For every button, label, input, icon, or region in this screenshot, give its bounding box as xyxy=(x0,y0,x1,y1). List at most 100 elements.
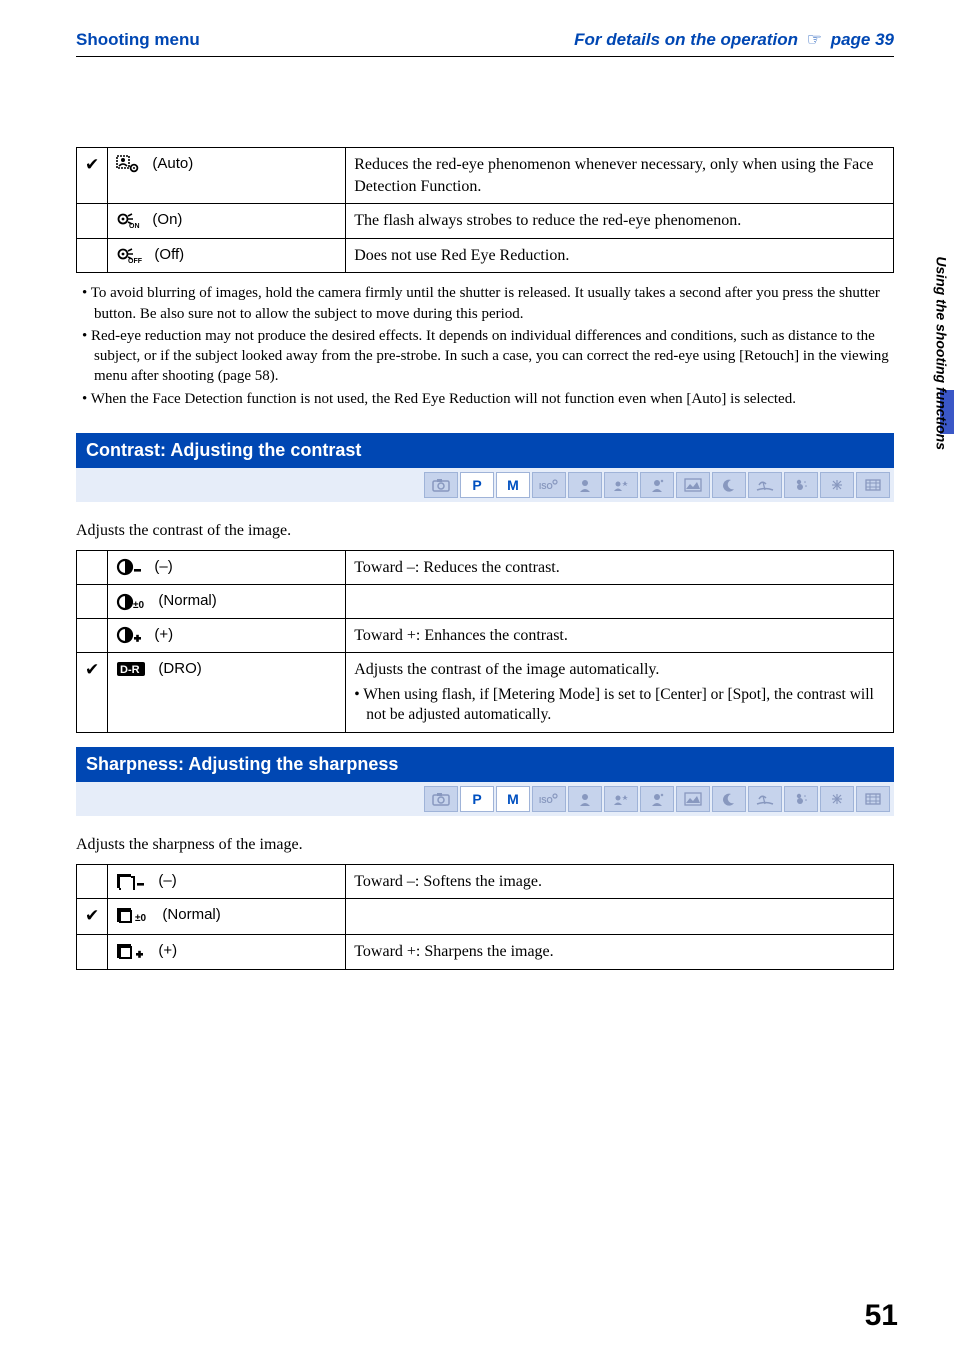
contrast-intro: Adjusts the contrast of the image. xyxy=(76,522,894,540)
mode-snow-icon xyxy=(784,786,818,812)
option-label: (Normal) xyxy=(162,906,220,923)
redeye-table: ✔ (Auto) Reduces the red-eye phenomenon … xyxy=(76,147,894,273)
contrast-section: Contrast: Adjusting the contrast P M ISO xyxy=(76,433,894,502)
sharpness-intro: Adjusts the sharpness of the image. xyxy=(76,836,894,854)
contrast-table: (–) Toward –: Reduces the contrast. ±0 (… xyxy=(76,550,894,733)
option-cell: (Auto) xyxy=(108,148,346,204)
checkmark-icon: ✔ xyxy=(85,660,99,679)
svg-text:D-R: D-R xyxy=(120,664,140,676)
mode-iso-icon: ISO xyxy=(532,786,566,812)
mode-landscape-icon xyxy=(676,472,710,498)
side-tab: Using the shooting functions xyxy=(928,390,954,720)
note-item: Red-eye reduction may not produce the de… xyxy=(82,326,894,387)
note-item: When the Face Detection function is not … xyxy=(82,389,894,409)
option-desc xyxy=(346,899,894,935)
header-divider xyxy=(76,56,894,57)
option-cell: ±0 (Normal) xyxy=(108,899,346,935)
note-item: To avoid blurring of images, hold the ca… xyxy=(82,283,894,324)
header-right-prefix: For details on the operation xyxy=(574,30,798,49)
table-row: (–) Toward –: Reduces the contrast. xyxy=(77,550,894,585)
table-row: (+) Toward +: Sharpens the image. xyxy=(77,935,894,970)
option-desc xyxy=(346,585,894,618)
check-cell: ✔ xyxy=(77,148,108,204)
eye-on-icon: ON xyxy=(116,212,140,228)
dro-icon: D-R xyxy=(116,661,146,677)
contrast-minus-icon xyxy=(116,558,142,576)
mode-m: M xyxy=(496,472,530,498)
sharp-zero-icon: ±0 xyxy=(116,906,150,924)
mode-p: P xyxy=(460,472,494,498)
check-cell xyxy=(77,550,108,585)
mode-twilight-portrait-icon xyxy=(604,472,638,498)
option-label: (+) xyxy=(154,626,173,643)
mode-moon-icon xyxy=(712,786,746,812)
contrast-plus-icon xyxy=(116,626,142,644)
check-cell xyxy=(77,238,108,273)
mode-row: P M ISO xyxy=(76,468,894,502)
check-cell: ✔ xyxy=(77,899,108,935)
checkmark-icon: ✔ xyxy=(85,155,99,174)
header-left: Shooting menu xyxy=(76,30,200,50)
mode-iso-icon: ISO xyxy=(532,472,566,498)
option-desc: Reduces the red-eye phenomenon whenever … xyxy=(346,148,894,204)
mode-twilight-portrait-icon xyxy=(604,786,638,812)
table-row: OFF (Off) Does not use Red Eye Reduction… xyxy=(77,238,894,273)
option-desc: Toward +: Sharpens the image. xyxy=(346,935,894,970)
mode-camera-icon xyxy=(424,786,458,812)
option-desc: The flash always strobes to reduce the r… xyxy=(346,204,894,239)
table-row: ±0 (Normal) xyxy=(77,585,894,618)
notes-list: To avoid blurring of images, hold the ca… xyxy=(76,283,894,409)
page-number: 51 xyxy=(865,1299,898,1333)
eye-off-icon: OFF xyxy=(116,247,142,263)
sharpness-section: Sharpness: Adjusting the sharpness P M I… xyxy=(76,747,894,816)
option-label: (Normal) xyxy=(158,592,216,609)
mode-beach-icon xyxy=(748,786,782,812)
sharp-minus-icon xyxy=(116,872,146,890)
option-desc: Does not use Red Eye Reduction. xyxy=(346,238,894,273)
mode-soft-snap-icon xyxy=(640,472,674,498)
svg-text:ISO: ISO xyxy=(539,796,553,805)
contrast-zero-icon: ±0 xyxy=(116,593,146,611)
mode-camera-icon xyxy=(424,472,458,498)
option-label: (Off) xyxy=(154,246,184,263)
mode-p: P xyxy=(460,786,494,812)
check-cell xyxy=(77,585,108,618)
svg-text:OFF: OFF xyxy=(128,258,142,263)
mode-portrait-icon xyxy=(568,472,602,498)
mode-snow-icon xyxy=(784,472,818,498)
option-label: (–) xyxy=(158,872,176,889)
side-tab-label: Using the shooting functions xyxy=(934,256,950,450)
option-cell: (–) xyxy=(108,864,346,899)
dro-desc: Adjusts the contrast of the image automa… xyxy=(354,661,659,678)
option-cell: (+) xyxy=(108,618,346,653)
svg-text:ON: ON xyxy=(129,223,140,228)
svg-text:ISO: ISO xyxy=(539,482,553,491)
check-cell xyxy=(77,864,108,899)
option-cell: OFF (Off) xyxy=(108,238,346,273)
svg-text:±0: ±0 xyxy=(133,600,144,611)
option-label: (DRO) xyxy=(158,660,201,677)
sharpness-table: (–) Toward –: Softens the image. ✔ ±0 (N… xyxy=(76,864,894,970)
option-label: (On) xyxy=(152,211,182,228)
table-row: ON (On) The flash always strobes to redu… xyxy=(77,204,894,239)
check-cell: ✔ xyxy=(77,653,108,733)
mode-portrait-icon xyxy=(568,786,602,812)
table-row: ✔ ±0 (Normal) xyxy=(77,899,894,935)
option-label: (+) xyxy=(158,942,177,959)
mode-beach-icon xyxy=(748,472,782,498)
svg-text:±0: ±0 xyxy=(135,913,146,924)
table-row: ✔ D-R (DRO) Adjusts the contrast of the … xyxy=(77,653,894,733)
mode-fireworks-icon xyxy=(820,472,854,498)
option-desc: Adjusts the contrast of the image automa… xyxy=(346,653,894,733)
table-row: ✔ (Auto) Reduces the red-eye phenomenon … xyxy=(77,148,894,204)
option-label: (Auto) xyxy=(152,155,193,172)
face-auto-icon xyxy=(116,155,140,173)
mode-fireworks-icon xyxy=(820,786,854,812)
checkmark-icon: ✔ xyxy=(85,906,99,925)
option-desc: Toward +: Enhances the contrast. xyxy=(346,618,894,653)
mode-row: P M ISO xyxy=(76,782,894,816)
option-cell: (–) xyxy=(108,550,346,585)
check-cell xyxy=(77,204,108,239)
sharp-plus-icon xyxy=(116,942,146,960)
mode-moon-icon xyxy=(712,472,746,498)
